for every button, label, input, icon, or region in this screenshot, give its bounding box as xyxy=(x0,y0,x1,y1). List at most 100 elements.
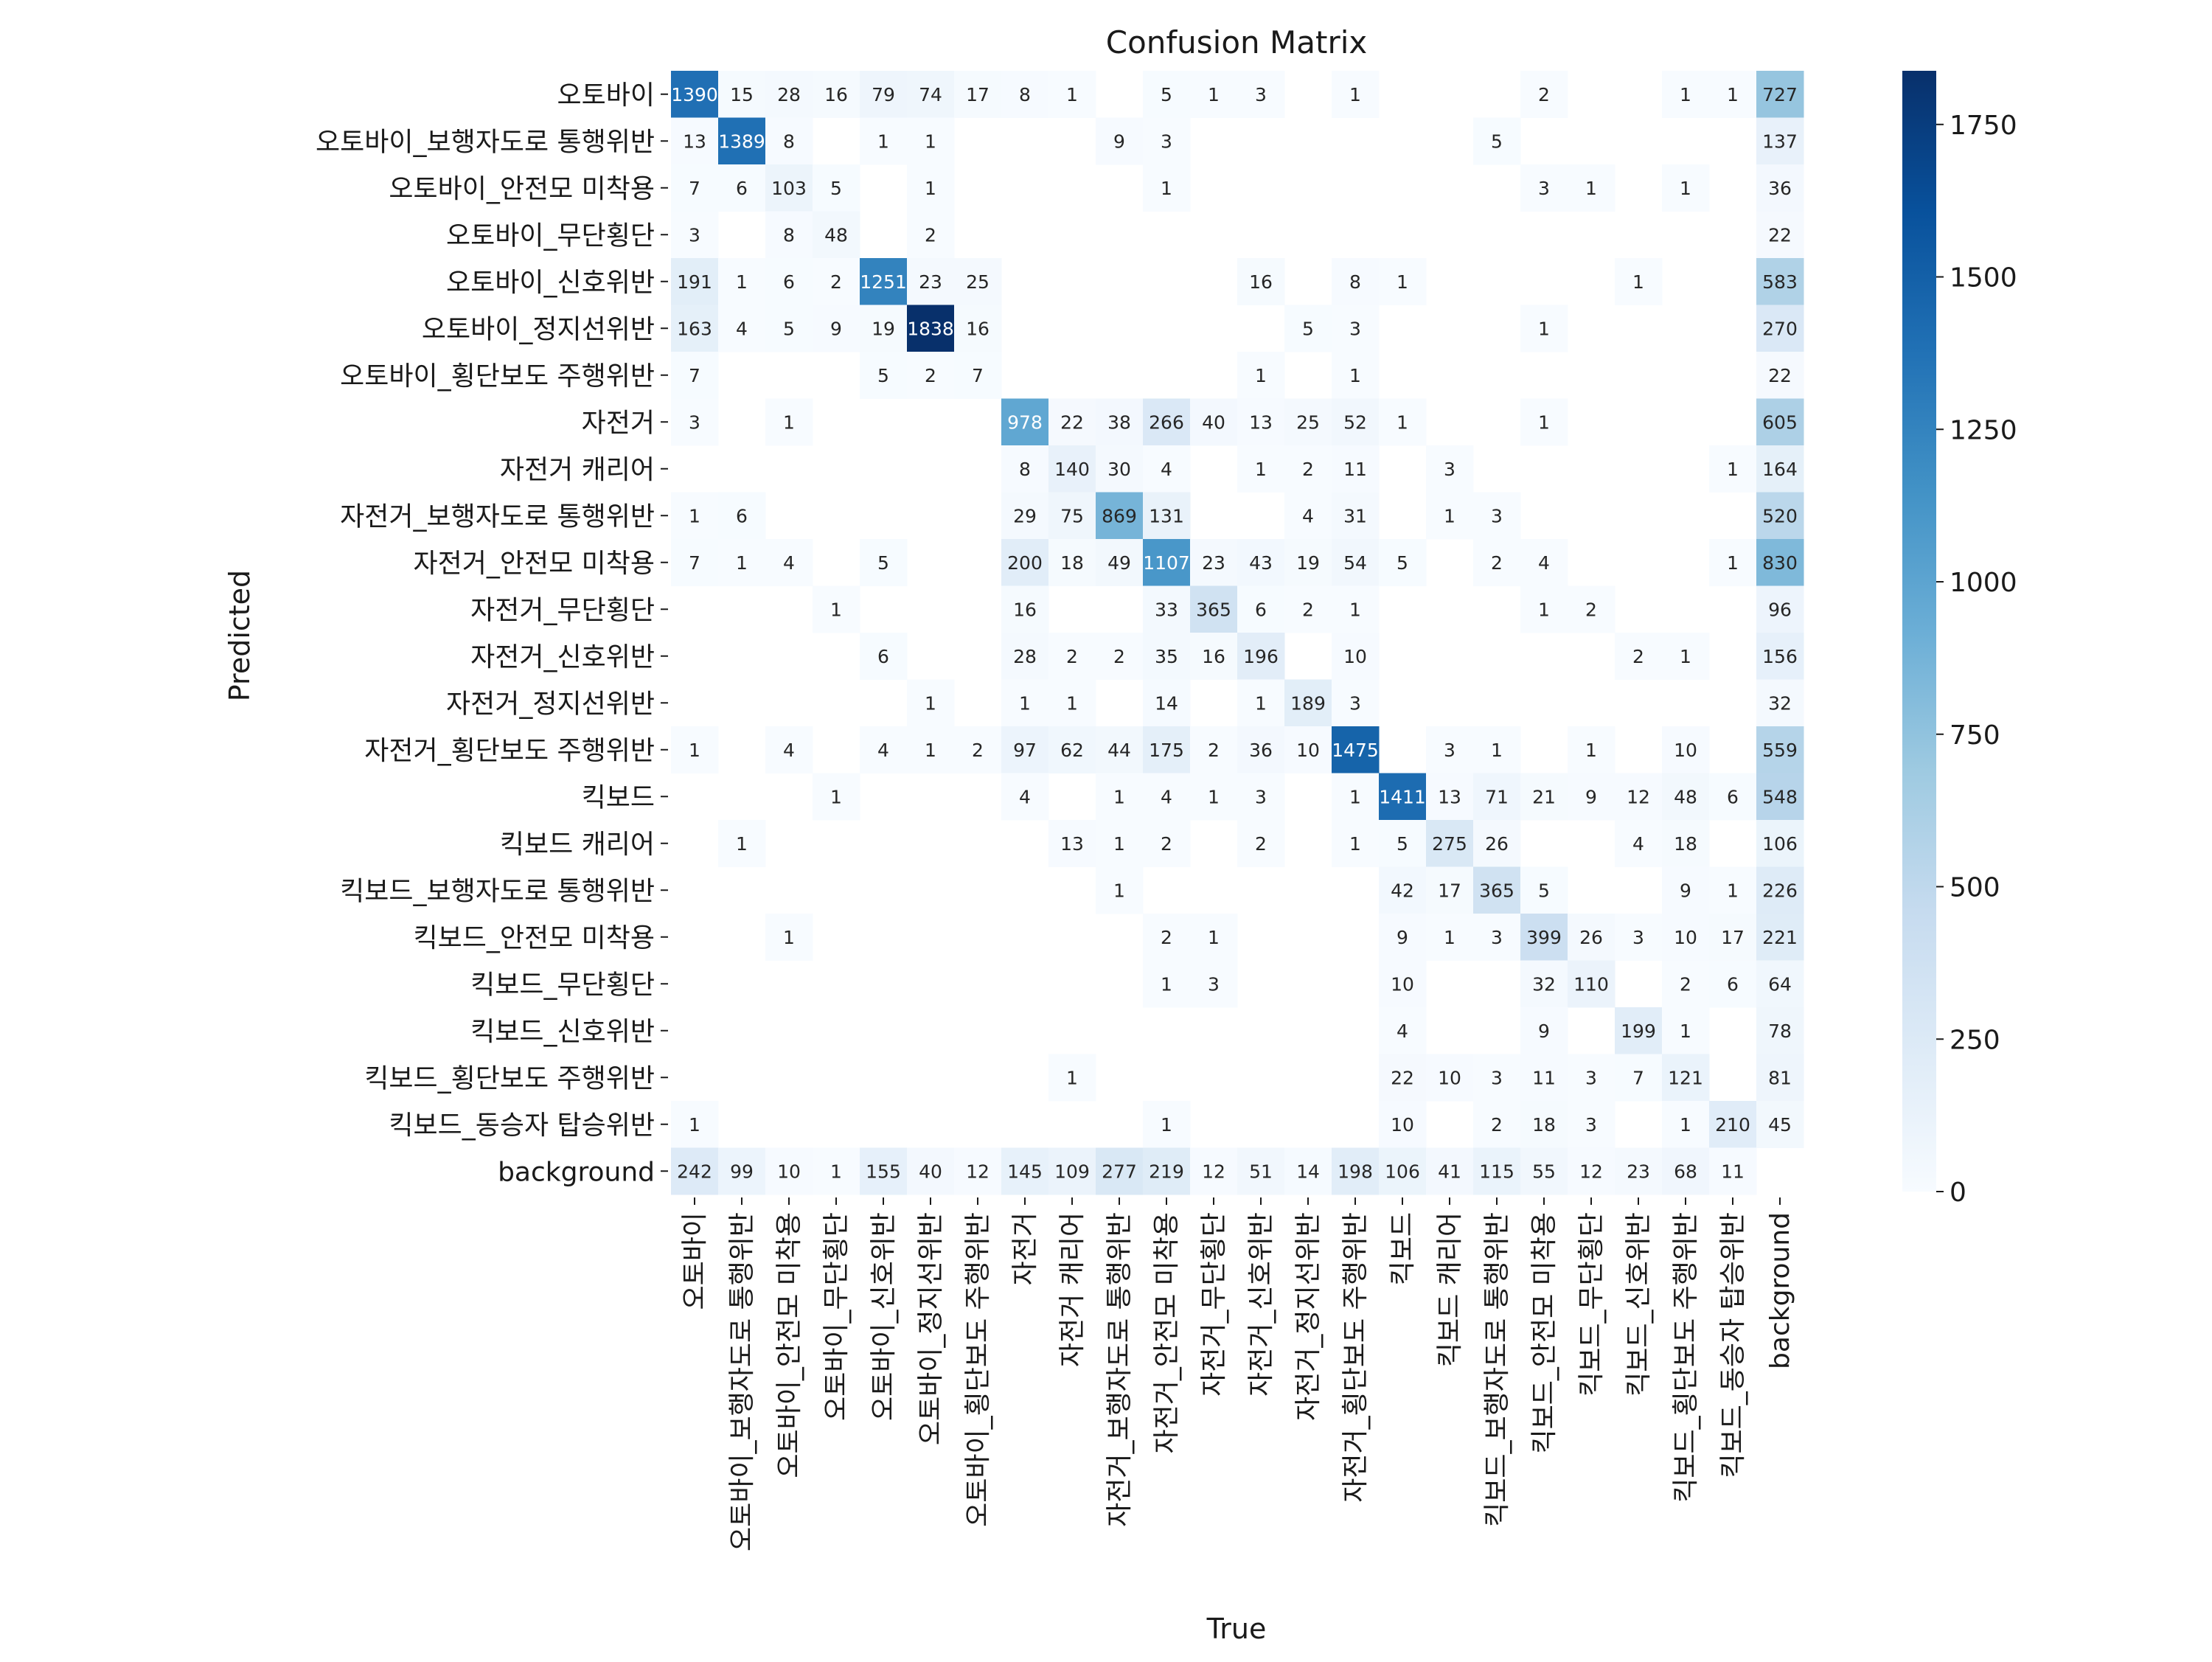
heatmap-cell xyxy=(1096,633,1144,680)
heatmap-cell xyxy=(1190,773,1238,821)
heatmap-cell xyxy=(1096,866,1144,914)
cell-value: 196 xyxy=(1243,646,1279,667)
cell-value: 1 xyxy=(736,833,748,855)
y-tick-label: 킥보드_신호위반 xyxy=(470,1017,655,1047)
cell-value: 44 xyxy=(1107,740,1131,761)
cell-value: 12 xyxy=(1627,786,1650,807)
cell-value: 1 xyxy=(1349,365,1361,386)
cell-value: 7 xyxy=(972,365,984,386)
heatmap-cell xyxy=(1048,71,1096,118)
heatmap-cell xyxy=(1237,773,1285,821)
cell-value: 36 xyxy=(1249,740,1273,761)
heatmap-cell xyxy=(1756,352,1804,399)
heatmap-cell xyxy=(1284,398,1332,446)
heatmap-cell xyxy=(813,71,860,118)
cell-value: 7 xyxy=(689,552,700,574)
heatmap-cell xyxy=(1709,1147,1757,1195)
heatmap-cell xyxy=(671,398,719,446)
heatmap-cell xyxy=(1143,773,1191,821)
heatmap-cell xyxy=(1615,773,1663,821)
cell-value: 1 xyxy=(1538,411,1550,433)
cell-value: 869 xyxy=(1102,505,1137,526)
heatmap-cell xyxy=(671,492,719,540)
cell-value: 242 xyxy=(677,1161,712,1182)
cell-value: 2 xyxy=(830,271,842,293)
heatmap-cell xyxy=(671,726,719,773)
cell-value: 1 xyxy=(925,692,936,714)
cell-value: 5 xyxy=(1397,552,1408,574)
x-tick-label: 킥보드_신호위반 xyxy=(1624,1212,1654,1397)
cell-value: 3 xyxy=(1255,84,1267,105)
cell-value: 1 xyxy=(830,1161,842,1182)
cell-value: 103 xyxy=(771,178,807,199)
heatmap-cell xyxy=(860,71,908,118)
heatmap-cell xyxy=(1756,398,1804,446)
heatmap-cell xyxy=(1615,1054,1663,1102)
heatmap-cell xyxy=(1662,866,1710,914)
heatmap-cell xyxy=(1379,914,1427,961)
cell-value: 200 xyxy=(1007,552,1043,574)
heatmap-cell xyxy=(907,211,955,259)
heatmap-cell xyxy=(1662,1007,1710,1054)
heatmap-cell xyxy=(1756,1101,1804,1148)
heatmap-cell xyxy=(1048,398,1096,446)
y-tick-label: 자전거_무단횡단 xyxy=(470,595,655,625)
heatmap-cell xyxy=(1143,1101,1191,1148)
heatmap-cell xyxy=(1143,960,1191,1008)
cell-value: 7 xyxy=(689,178,700,199)
cell-value: 23 xyxy=(1202,552,1225,574)
heatmap-cell xyxy=(1284,445,1332,493)
y-tick-label: 킥보드_횡단보도 주행위반 xyxy=(364,1063,655,1093)
heatmap-cell xyxy=(860,539,908,586)
heatmap-cell xyxy=(1190,1147,1238,1195)
cell-value: 2 xyxy=(1208,740,1220,761)
heatmap-cell xyxy=(1048,445,1096,493)
cell-value: 1107 xyxy=(1143,552,1190,574)
y-tick-label: 자전거_횡단보도 주행위반 xyxy=(364,736,655,766)
cell-value: 71 xyxy=(1485,786,1509,807)
cell-value: 25 xyxy=(1296,411,1320,433)
heatmap-cell xyxy=(718,71,766,118)
cell-value: 3 xyxy=(1585,1114,1597,1136)
cell-value: 4 xyxy=(783,740,795,761)
heatmap-cell xyxy=(1473,1101,1521,1148)
x-tick-label: 자전거_신호위반 xyxy=(1246,1212,1276,1397)
heatmap-cell xyxy=(1332,820,1380,867)
heatmap-cell xyxy=(907,1147,955,1195)
heatmap-cell xyxy=(860,352,908,399)
cell-value: 4 xyxy=(1161,786,1172,807)
cell-value: 5 xyxy=(1397,833,1408,855)
heatmap-cell xyxy=(1143,633,1191,680)
cell-value: 32 xyxy=(1532,973,1556,995)
heatmap-cell xyxy=(1143,726,1191,773)
heatmap-cell xyxy=(860,633,908,680)
cell-value: 137 xyxy=(1762,131,1798,152)
heatmap-cell xyxy=(765,914,813,961)
cell-value: 10 xyxy=(1391,1114,1414,1136)
heatmap-cell xyxy=(1520,1007,1568,1054)
cell-value: 1 xyxy=(1397,271,1408,293)
colorbar: 0 250 500 750 1000 1250 1500 1750 xyxy=(1902,71,2017,1208)
heatmap-cell xyxy=(860,117,908,165)
x-tick-label: 자전거 캐리어 xyxy=(1057,1212,1088,1367)
cell-value: 10 xyxy=(1343,646,1367,667)
cell-value: 830 xyxy=(1762,552,1798,574)
cell-value: 68 xyxy=(1674,1161,1697,1182)
heatmap-cell xyxy=(1190,539,1238,586)
x-tick-label: 오토바이_안전모 미착용 xyxy=(774,1212,804,1478)
cell-value: 5 xyxy=(1161,84,1172,105)
cell-value: 3 xyxy=(689,411,700,433)
heatmap-cell xyxy=(907,726,955,773)
cell-value: 3 xyxy=(1491,1067,1503,1088)
cell-value: 42 xyxy=(1391,880,1414,901)
cell-value: 1 xyxy=(1349,84,1361,105)
heatmap-cell xyxy=(1096,726,1144,773)
cell-value: 28 xyxy=(777,84,801,105)
heatmap-cell xyxy=(1001,1147,1049,1195)
cell-value: 1 xyxy=(830,786,842,807)
heatmap-cell xyxy=(813,773,860,821)
y-tick-label: 킥보드_동승자 탑승위반 xyxy=(389,1110,655,1141)
heatmap-cell xyxy=(1426,445,1474,493)
cell-value: 1 xyxy=(1727,84,1739,105)
